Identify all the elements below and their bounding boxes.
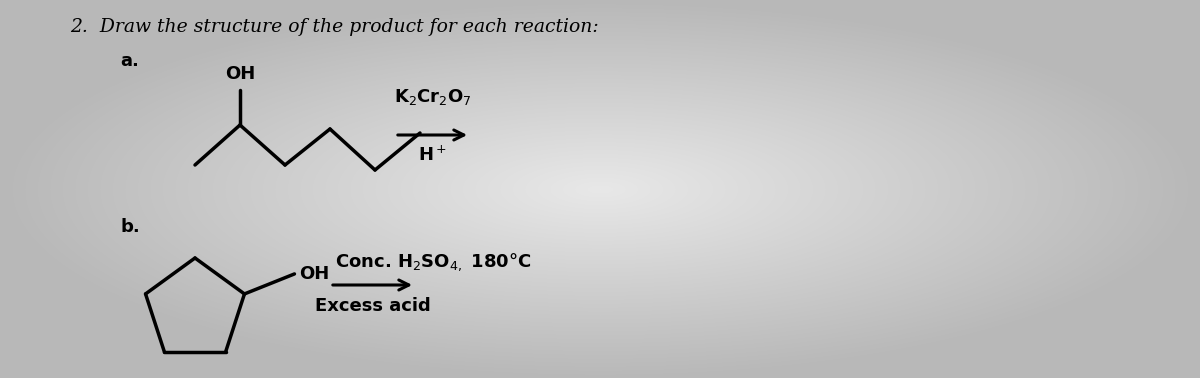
Text: b.: b. [120,218,139,236]
Text: 2.  Draw the structure of the product for each reaction:: 2. Draw the structure of the product for… [70,18,599,36]
Text: Excess acid: Excess acid [314,297,431,315]
Text: OH: OH [224,65,256,83]
Text: OH: OH [300,265,330,283]
Text: Conc. H$_2$SO$_{4,}$ 180°C: Conc. H$_2$SO$_{4,}$ 180°C [335,251,532,273]
Text: H$^+$: H$^+$ [418,145,446,164]
Text: K$_2$Cr$_2$O$_7$: K$_2$Cr$_2$O$_7$ [394,87,472,107]
Text: a.: a. [120,52,139,70]
